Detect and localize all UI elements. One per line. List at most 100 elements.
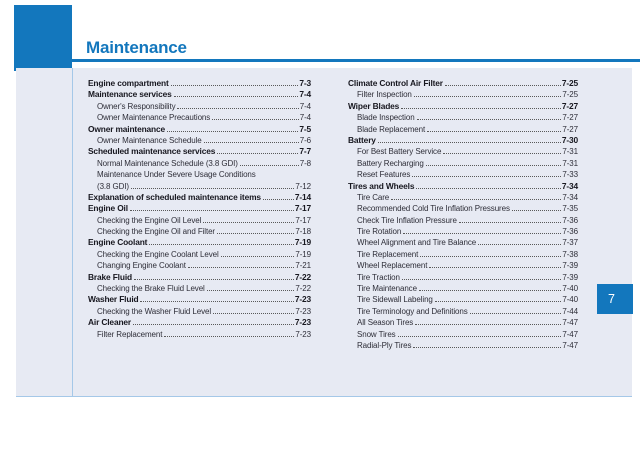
dot-leader — [478, 244, 562, 246]
toc-entry: Snow Tires 7-47 — [348, 329, 578, 340]
toc-entry: Radial-Ply Tires 7-47 — [348, 340, 578, 351]
toc-entry-label: Checking the Engine Oil Level — [97, 215, 202, 225]
toc-entry-label: Engine Oil — [88, 203, 128, 214]
toc-entry-page-number: 7-4 — [299, 101, 311, 111]
toc-entry-label: Owner Maintenance Schedule — [97, 135, 202, 145]
margin-divider-line — [72, 68, 73, 397]
dot-leader — [413, 346, 562, 348]
toc-entry-page-number: 7-14 — [294, 191, 311, 202]
toc-entry: Owner Maintenance Schedule 7-6 — [88, 135, 311, 146]
toc-entry-page-number: 7-39 — [562, 272, 578, 282]
toc-entry-label: Tire Sidewall Labeling — [357, 295, 433, 305]
toc-entry-page-number: 7-12 — [295, 181, 311, 191]
toc-entry-label: Check Tire Inflation Pressure — [357, 215, 457, 225]
toc-entry-label: Normal Maintenance Schedule (3.8 GDI) — [97, 158, 238, 168]
toc-entry-page-number: 7-23 — [295, 329, 311, 339]
dot-leader — [444, 85, 561, 86]
toc-entry-label: Wiper Blades — [348, 100, 400, 111]
toc-entry-label: Tire Traction — [357, 272, 400, 282]
toc-entry-label: Battery — [348, 134, 376, 145]
toc-entry-label: Maintenance services — [88, 89, 172, 100]
toc-entry-label: Owner Maintenance Precautions — [97, 113, 211, 123]
dot-leader — [416, 187, 561, 189]
toc-entry: All Season Tires 7-47 — [348, 317, 578, 328]
toc-entry-page-number: 7-6 — [299, 135, 311, 145]
toc-entry-page-number: 7-18 — [295, 227, 311, 237]
dot-leader — [129, 210, 294, 212]
toc-entry-label: Recommended Cold Tire Inflation Pressure… — [357, 204, 510, 214]
dot-leader — [413, 96, 562, 98]
toc-entry: For Best Battery Service 7-31 — [348, 146, 578, 157]
toc-entry-page-number: 7-4 — [299, 113, 311, 123]
toc-entry: Changing Engine Coolant 7-21 — [88, 260, 311, 271]
dot-leader — [217, 233, 295, 235]
toc-entry-label: Engine compartment — [88, 78, 169, 88]
toc-entry: Wiper Blades 7-27 — [348, 101, 578, 112]
toc-entry: Checking the Engine Oil and Filter 7-18 — [88, 226, 311, 237]
toc-entry: Scheduled maintenance services 7-7 — [88, 146, 311, 157]
toc-entry-label: Owner's Responsibility — [97, 101, 176, 111]
toc-entry-label: Checking the Brake Fluid Level — [97, 284, 205, 294]
toc-entry-page-number: 7-27 — [562, 124, 578, 134]
toc-entry-page-number: 7-23 — [294, 317, 311, 328]
dot-leader — [213, 312, 295, 314]
toc-entry: Tire Rotation 7-36 — [348, 226, 578, 237]
toc-entry: Tire Terminology and Definitions 7-44 — [348, 306, 578, 317]
toc-entry-page-number: 7-17 — [294, 203, 311, 214]
toc-entry: Reset Features 7-33 — [348, 169, 578, 180]
dot-leader — [429, 267, 562, 269]
toc-entry-label: Tire Terminology and Definitions — [357, 306, 468, 316]
toc-entry: Owner Maintenance Precautions 7-4 — [88, 112, 311, 123]
toc-entry: Filter Inspection 7-25 — [348, 89, 578, 100]
toc-entry-page-number: 7-5 — [299, 123, 311, 134]
toc-entry-label: Radial-Ply Tires — [357, 340, 412, 350]
dot-leader — [131, 187, 295, 189]
toc-entry: Engine Coolant 7-19 — [88, 237, 311, 248]
toc-entry-page-number: 7-19 — [294, 237, 311, 248]
toc-entry-page-number: 7-31 — [562, 147, 578, 157]
toc-entry-label: Battery Recharging — [357, 158, 424, 168]
dot-leader — [415, 324, 562, 326]
toc-entry-page-number: 7-22 — [295, 284, 311, 294]
toc-entry-label: Washer Fluid — [88, 294, 139, 305]
toc-entry-page-number: 7-27 — [562, 113, 578, 123]
toc-entry: Checking the Engine Coolant Level 7-19 — [88, 249, 311, 260]
toc-entry-label: (3.8 GDI) — [97, 181, 129, 191]
dot-leader — [133, 278, 294, 280]
chapter-tab-number: 7 — [608, 292, 615, 306]
toc-entry-label: Scheduled maintenance services — [88, 146, 216, 157]
toc-entry-label: All Season Tires — [357, 318, 414, 328]
toc-entry-page-number: 7-17 — [295, 215, 311, 225]
dot-leader — [140, 301, 294, 303]
toc-entry-page-number: 7-21 — [295, 261, 311, 271]
toc-entry-label: Checking the Washer Fluid Level — [97, 306, 211, 316]
toc-entry-page-number: 7-19 — [295, 249, 311, 259]
toc-entry-page-number: 7-40 — [562, 295, 578, 305]
toc-entry-label: Air Cleaner — [88, 317, 132, 328]
toc-entry: Tires and Wheels 7-34 — [348, 181, 578, 192]
toc-entry: Checking the Brake Fluid Level 7-22 — [88, 283, 311, 294]
toc-entry-page-number: 7-47 — [562, 329, 578, 339]
toc-entry: Maintenance services 7-4 — [88, 89, 311, 100]
dot-leader — [418, 290, 562, 292]
toc-entry-page-number: 7-22 — [294, 271, 311, 282]
dot-leader — [239, 164, 299, 166]
toc-entry-label: Wheel Replacement — [357, 261, 428, 271]
toc-entry-label: Checking the Engine Coolant Level — [97, 249, 219, 259]
toc-entry-page-number: 7-23 — [294, 294, 311, 305]
toc-entry-label: Wheel Alignment and Tire Balance — [357, 238, 477, 248]
dot-leader — [217, 153, 299, 155]
toc-entry-page-number: 7-47 — [562, 318, 578, 328]
toc-entry-label: Tire Maintenance — [357, 284, 417, 294]
toc-entry-page-number: 7-31 — [562, 158, 578, 168]
toc-entry-page-number: 7-33 — [562, 170, 578, 180]
dot-leader — [177, 107, 299, 109]
dot-leader — [434, 301, 562, 303]
toc-entry-label: Filter Replacement — [97, 329, 163, 339]
toc-entry-label: Reset Features — [357, 170, 411, 180]
toc-entry: Recommended Cold Tire Inflation Pressure… — [348, 203, 578, 214]
toc-entry: Battery Recharging 7-31 — [348, 158, 578, 169]
toc-column-left: Engine compartment 7-3 Maintenance service… — [88, 78, 311, 340]
dot-leader — [203, 221, 295, 223]
